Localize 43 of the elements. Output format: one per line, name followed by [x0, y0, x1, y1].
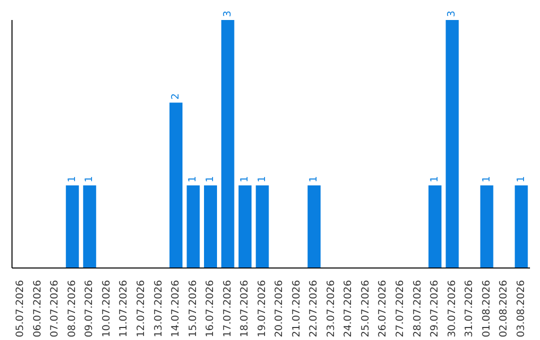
x-tick-label: 31.07.2026	[464, 280, 476, 338]
data-label: 2	[170, 93, 182, 100]
x-tick-label: 13.07.2026	[153, 280, 164, 338]
x-tick-label: 18.07.2026	[240, 280, 251, 338]
x-tick-label: 26.07.2026	[378, 280, 389, 338]
data-label: 1	[188, 176, 199, 182]
x-tick-label: 02.08.2026	[498, 280, 510, 338]
x-tick-label: 10.07.2026	[101, 280, 112, 338]
x-tick-label: 28.07.2026	[412, 280, 424, 338]
x-tick-label: 24.07.2026	[343, 280, 354, 338]
x-tick-label: 19.07.2026	[256, 280, 268, 338]
data-label: 1	[84, 176, 96, 182]
data-label: 1	[481, 176, 492, 182]
data-label: 1	[429, 176, 440, 182]
data-label: 1	[205, 176, 216, 182]
x-tick-label: 03.08.2026	[516, 280, 527, 338]
x-tick-label: 16.07.2026	[205, 280, 216, 338]
x-tick-label: 06.07.2026	[32, 280, 44, 338]
x-tick-label: 27.07.2026	[395, 280, 406, 338]
x-tick-label: 25.07.2026	[360, 280, 372, 338]
x-tick-label: 09.07.2026	[84, 280, 96, 338]
x-tick-label: 11.07.2026	[118, 280, 130, 338]
data-label: 1	[308, 176, 320, 182]
x-tick-label: 30.07.2026	[446, 280, 458, 338]
x-tick-label: 20.07.2026	[274, 280, 286, 338]
data-label: 1	[256, 176, 268, 182]
x-tick-label: 21.07.2026	[291, 280, 302, 338]
x-tick-label: 15.07.2026	[188, 280, 199, 338]
x-tick-label: 17.07.2026	[222, 280, 234, 338]
x-tick-label: 23.07.2026	[326, 280, 337, 338]
x-tick-label: 07.07.2026	[50, 280, 61, 338]
x-tick-label: 01.08.2026	[481, 280, 492, 338]
x-tick-label: 14.07.2026	[170, 280, 182, 338]
data-label: 1	[240, 176, 251, 182]
data-label: 3	[222, 10, 234, 17]
x-tick-label: 08.07.2026	[66, 280, 78, 338]
data-label: 1	[516, 176, 527, 182]
x-tick-label: 22.07.2026	[308, 280, 320, 338]
x-tick-label: 29.07.2026	[430, 280, 441, 338]
x-tick-label: 05.07.2026	[15, 280, 26, 338]
x-tick-label: 12.07.2026	[136, 280, 147, 338]
data-label: 3	[446, 10, 458, 17]
data-label: 1	[66, 176, 78, 182]
